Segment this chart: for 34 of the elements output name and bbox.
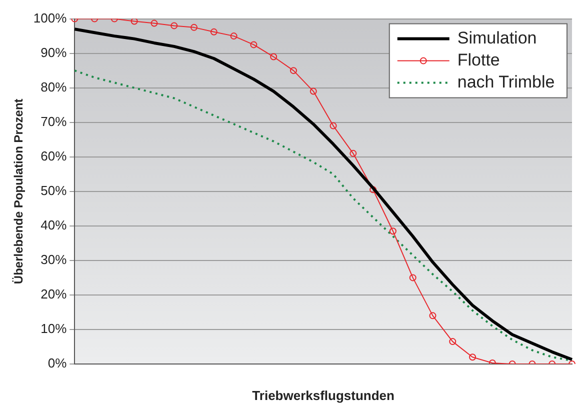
point [449, 338, 456, 346]
point [330, 122, 337, 130]
legend-label: nach Trimble [457, 72, 555, 92]
x-axis-title: Triebwerksflugstunden [252, 388, 395, 403]
point [130, 18, 138, 25]
y-tick-label: 100% [33, 10, 68, 26]
y-tick-label: 30% [40, 252, 68, 268]
point [270, 53, 278, 60]
point [350, 150, 357, 157]
point [150, 20, 158, 27]
point [469, 354, 476, 361]
point [389, 228, 396, 235]
y-tick-label: 10% [40, 321, 68, 336]
point [170, 22, 178, 30]
point [250, 41, 258, 48]
y-tick-label: 40% [40, 218, 68, 232]
y-axis-title: Überlebende Population Prozent [12, 98, 26, 284]
point [409, 274, 416, 282]
y-tick-label: 80% [40, 79, 68, 94]
point [429, 312, 436, 320]
y-tick-label: 60% [40, 148, 68, 164]
y-tick-label: 0% [48, 356, 68, 371]
legend-label: Simulation [457, 28, 537, 48]
y-tick-label: 90% [40, 44, 68, 60]
y-tick-label: 70% [40, 114, 68, 129]
point [310, 88, 317, 95]
legend-label: Flotte [457, 50, 500, 70]
y-tick-label: 50% [40, 182, 68, 198]
point [290, 67, 297, 74]
point [370, 186, 377, 194]
point [230, 32, 238, 40]
y-tick-label: 20% [40, 286, 68, 302]
point [210, 28, 218, 36]
point [190, 24, 198, 31]
